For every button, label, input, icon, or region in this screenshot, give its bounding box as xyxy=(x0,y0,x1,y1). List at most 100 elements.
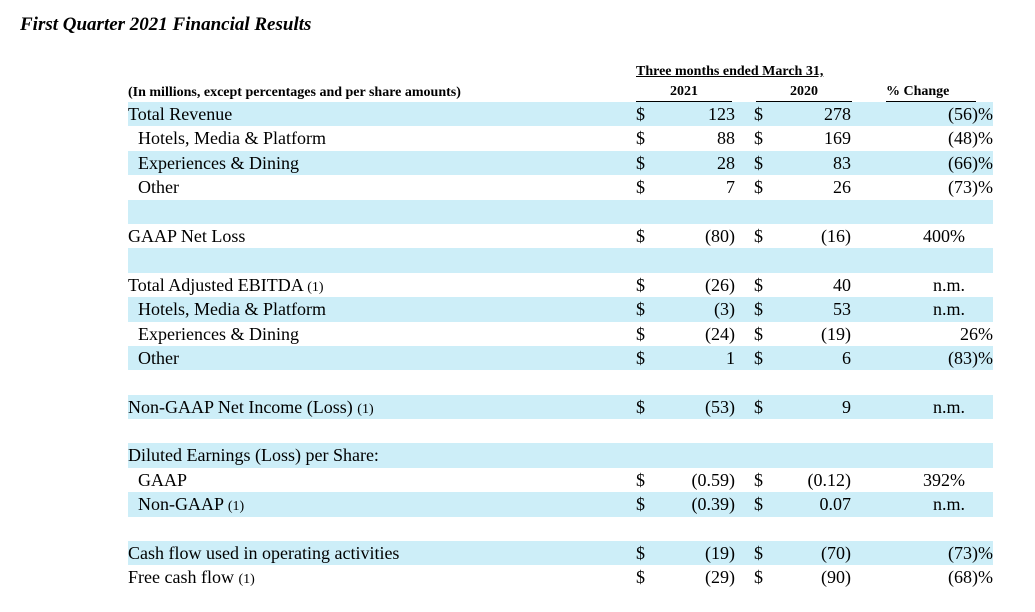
table-row: GAAP Net Loss $ (80) $ (16) 400% xyxy=(128,224,993,248)
value-2021: 123 xyxy=(708,104,735,124)
dollar-sign-2021: $ xyxy=(636,494,645,515)
table-row: Hotels, Media & Platform $ (3) $53 n.m. xyxy=(128,297,993,322)
table-row xyxy=(128,248,993,273)
row-label-text: GAAP Net Loss xyxy=(128,225,246,246)
dollar-sign-2020: $ xyxy=(754,225,763,246)
table-row: Cash flow used in operating activities $ (… xyxy=(128,541,993,566)
dollar-sign-2020: $ xyxy=(754,347,763,368)
row-label-text: Experiences & Dining xyxy=(138,152,299,173)
dollar-sign-2021: $ xyxy=(636,323,645,344)
dollar-sign-2020: $ xyxy=(754,543,763,564)
table-row: Total Revenue $123 $278 (56)% xyxy=(128,102,993,127)
value-2020: 53 xyxy=(833,299,851,320)
value-2020: (19) xyxy=(821,323,851,344)
value-2021: (29) xyxy=(705,567,735,588)
row-label: Experiences & Dining xyxy=(138,153,299,174)
table-row: Non-GAAP (1) $ (0.39) $0.07 n.m. xyxy=(128,492,993,517)
row-label-text: Diluted Earnings (Loss) per Share: xyxy=(128,445,379,466)
row-label: Hotels, Media & Platform xyxy=(138,128,326,149)
pct-change: 392% xyxy=(923,469,965,490)
row-label: Diluted Earnings (Loss) per Share: xyxy=(128,445,379,466)
value-2020: 40 xyxy=(833,274,851,295)
value-2020: 278 xyxy=(824,104,851,124)
row-label: Other xyxy=(138,348,179,369)
value-2021: (53) xyxy=(705,396,735,417)
value-2020: (16) xyxy=(821,225,851,246)
row-label: GAAP Net Loss xyxy=(128,226,245,247)
year-2020-header: 2020 xyxy=(756,84,852,102)
dollar-sign-2021: $ xyxy=(636,128,645,149)
pct-change: (83)% xyxy=(948,347,993,368)
value-2021: (26) xyxy=(705,274,735,295)
footnote-marker: (1) xyxy=(238,572,255,588)
row-label-text: Hotels, Media & Platform xyxy=(138,299,326,320)
row-label-text: Free cash flow xyxy=(128,567,234,588)
value-2021: 7 xyxy=(726,177,735,198)
row-label: Total Adjusted EBITDA (1) xyxy=(128,275,324,298)
row-label: Hotels, Media & Platform xyxy=(138,299,326,320)
row-label: GAAP xyxy=(138,470,187,491)
table-row: Experiences & Dining $28 $83 (66)% xyxy=(128,150,993,176)
dollar-sign-2020: $ xyxy=(754,567,763,588)
row-label-text: Non-GAAP Net Income (Loss) xyxy=(128,396,353,417)
footnote-marker: (1) xyxy=(307,279,324,295)
dollar-sign-2020: $ xyxy=(754,469,763,490)
value-2021: (0.59) xyxy=(691,469,736,490)
pct-change: 400% xyxy=(923,225,965,246)
pct-change: (73)% xyxy=(948,177,993,198)
row-label-text: Experiences & Dining xyxy=(138,323,299,344)
dollar-sign-2021: $ xyxy=(636,469,645,490)
dollar-sign-2021: $ xyxy=(636,567,645,588)
table-row xyxy=(128,370,993,394)
value-2020: 9 xyxy=(842,396,851,417)
footnote-marker: (1) xyxy=(357,401,374,417)
row-label: Non-GAAP (1) xyxy=(138,494,244,517)
table-row: Diluted Earnings (Loss) per Share: xyxy=(128,443,993,468)
table-row: Non-GAAP Net Income (Loss) (1) $ (53) $9 n.m… xyxy=(128,394,993,420)
value-2020: (70) xyxy=(821,543,851,564)
value-2020: 169 xyxy=(824,128,851,149)
table-row: Other $7 $26 (73)% xyxy=(128,175,993,199)
dollar-sign-2020: $ xyxy=(754,494,763,515)
row-label-text: Cash flow used in operating activities xyxy=(128,543,400,564)
pct-change: (56)% xyxy=(948,104,993,124)
value-2021: (19) xyxy=(705,543,735,564)
row-label-text: Total Revenue xyxy=(128,104,233,124)
pct-change: (73)% xyxy=(948,543,993,564)
dollar-sign-2020: $ xyxy=(754,128,763,149)
dollar-sign-2021: $ xyxy=(636,274,645,295)
dollar-sign-2020: $ xyxy=(754,396,763,417)
row-label-text: GAAP xyxy=(138,469,188,490)
dollar-sign-2021: $ xyxy=(636,347,645,368)
value-2020: (0.12) xyxy=(807,469,852,490)
value-2020: (90) xyxy=(821,567,851,588)
pct-change: 26% xyxy=(960,323,993,344)
pct-change: (68)% xyxy=(948,567,993,588)
pct-change-header: % Change xyxy=(886,84,976,102)
table-row: Total Adjusted EBITDA (1) $ (26) $40 n.m. xyxy=(128,273,993,297)
footnote-marker: (1) xyxy=(227,499,245,515)
value-2020: 6 xyxy=(842,347,851,368)
dollar-sign-2021: $ xyxy=(636,177,645,198)
table-row: Hotels, Media & Platform $88 $169 (48)% xyxy=(128,126,993,150)
dollar-sign-2020: $ xyxy=(754,177,763,198)
value-2020: 0.07 xyxy=(819,494,852,515)
table-row: GAAP $ (0.59) $ (0.12) 392% xyxy=(128,468,993,492)
pct-change: n.m. xyxy=(932,396,965,417)
value-2020: 26 xyxy=(833,177,851,198)
dollar-sign-2020: $ xyxy=(754,152,763,173)
dollar-sign-2020: $ xyxy=(754,323,763,344)
dollar-sign-2020: $ xyxy=(754,299,763,320)
table-row: Experiences & Dining $ (24) $ (19) 26% xyxy=(128,322,993,346)
dollar-sign-2021: $ xyxy=(636,543,645,564)
row-label: Non-GAAP Net Income (Loss) (1) xyxy=(128,397,374,420)
pct-change: (48)% xyxy=(948,128,993,149)
table-row: Other $1 $6 (83)% xyxy=(128,345,993,371)
pct-change: n.m. xyxy=(932,494,965,515)
dollar-sign-2021: $ xyxy=(636,396,645,417)
row-label: Experiences & Dining xyxy=(138,324,299,345)
value-2021: (80) xyxy=(705,225,735,246)
value-2021: 88 xyxy=(717,128,735,149)
row-label-text: Total Adjusted EBITDA xyxy=(128,274,303,295)
table-row xyxy=(128,199,993,224)
